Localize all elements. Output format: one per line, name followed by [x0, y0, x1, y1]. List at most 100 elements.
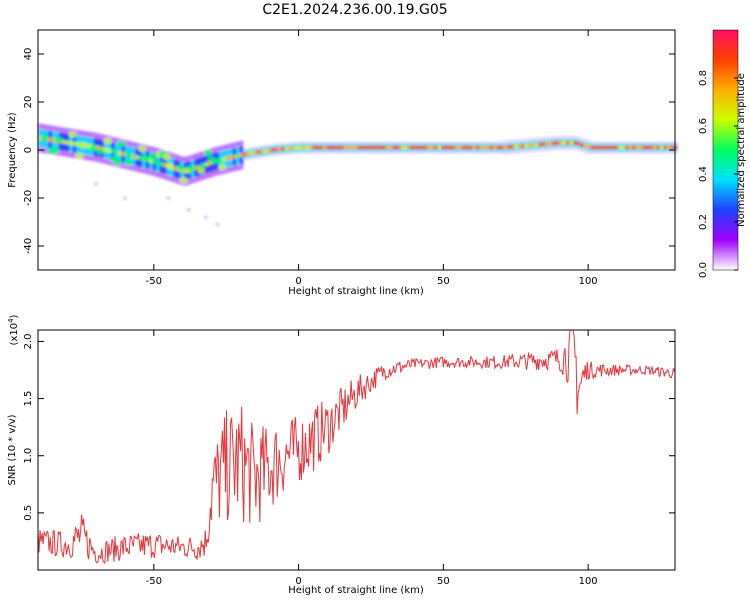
y-tick-label: -20	[23, 190, 34, 206]
heat-cell-core	[461, 145, 466, 150]
heat-cell-core	[222, 157, 227, 162]
heat-cell-core	[604, 145, 609, 150]
heat-cell-core	[562, 140, 567, 145]
heat-cell-core	[194, 165, 199, 170]
heat-cell-core	[423, 145, 428, 150]
heat-cell-core	[430, 145, 435, 150]
heat-cell-core	[416, 145, 421, 150]
heat-cell-core	[566, 140, 571, 145]
heat-cell-core	[587, 145, 591, 150]
heat-blob	[218, 163, 227, 170]
spectrogram-xlabel: Height of straight line (km)	[288, 286, 424, 297]
heat-cell-core	[128, 153, 133, 158]
heat-blob	[124, 159, 133, 166]
heat-cell-core	[548, 141, 553, 146]
heat-cell-core	[65, 140, 70, 145]
heat-cell-core	[628, 145, 633, 150]
heat-cell-core	[555, 141, 560, 145]
heat-cell-core	[486, 145, 491, 150]
heat-cell-core	[284, 146, 289, 151]
heat-cell-core	[573, 140, 578, 145]
heat-cell-core	[576, 141, 581, 146]
heat-blob	[113, 158, 122, 165]
heat-speckle	[187, 208, 191, 212]
heat-cell-core	[249, 151, 254, 156]
heat-cell-core	[618, 145, 623, 150]
heat-cell-core	[510, 144, 515, 149]
heat-cell-core	[159, 162, 164, 166]
heat-cell-core	[649, 145, 654, 150]
heat-cell-core	[329, 145, 334, 150]
heat-cell-core	[590, 145, 595, 150]
heat-speckle	[166, 196, 170, 200]
heat-cell-core	[378, 145, 383, 150]
heat-cell-core	[368, 145, 373, 150]
heat-blob	[179, 177, 188, 183]
snr-ylabel: SNR (10 * v/v)	[7, 414, 18, 485]
heat-cell-core	[448, 145, 452, 150]
heat-cell-core	[441, 145, 445, 150]
heat-blob	[176, 164, 185, 171]
heat-speckle	[215, 222, 220, 226]
heat-cell-core	[625, 145, 630, 150]
heat-cell-core	[48, 137, 53, 142]
heat-cell-core	[468, 145, 473, 150]
heat-cell-core	[350, 145, 355, 150]
heat-cell-core	[632, 145, 637, 150]
heat-cell-core	[479, 145, 484, 150]
heat-cell-core	[534, 142, 539, 147]
heat-cell-core	[107, 148, 112, 153]
heat-cell-core	[225, 156, 230, 161]
colorbar-label: Normalized spectral amplitude	[736, 73, 747, 227]
heat-cell-core	[243, 152, 247, 157]
heat-cell-core	[138, 156, 143, 161]
snr-yscale-close: )	[9, 314, 20, 318]
heat-blob	[141, 155, 150, 162]
y-tick-label: 1.5	[23, 391, 34, 407]
heat-cell-core	[156, 160, 161, 165]
heat-cell-core	[180, 168, 185, 173]
snr-xlabel: Height of straight line (km)	[288, 585, 424, 596]
heat-cell-core	[670, 145, 675, 150]
snr-panel: -50 0 50 100 0.5 1.0 1.5 2.0 Height of straight…	[7, 314, 676, 596]
heat-cell-core	[454, 145, 459, 150]
heat-cell-core	[673, 145, 678, 150]
heat-cell-core	[117, 151, 122, 155]
heat-cell-core	[86, 144, 91, 148]
heat-blob	[204, 150, 213, 157]
snr-plot-area	[38, 330, 675, 570]
heat-cell-core	[204, 162, 209, 167]
y-tick-label: 0	[23, 147, 34, 153]
heat-blob	[186, 165, 195, 172]
heat-cell-core	[521, 144, 525, 148]
heat-cell-core	[531, 143, 536, 147]
heat-cell-core	[97, 146, 102, 150]
heat-cell-core	[482, 145, 487, 150]
heat-cell-core	[305, 145, 310, 150]
heat-cell-core	[236, 154, 240, 158]
heat-cell-core	[354, 145, 359, 150]
heat-cell-core	[215, 159, 220, 163]
heat-cell-core	[607, 145, 612, 150]
spectrogram-panel: -50 0 50 100 -40 -20 0 20 40 Height of straight …	[7, 29, 678, 297]
y-tick-label: 2.0	[23, 333, 34, 349]
heat-cell-core	[507, 145, 512, 149]
heat-cell-core	[600, 145, 605, 150]
heat-cell-core	[291, 146, 296, 151]
heat-cell-core	[552, 141, 557, 146]
heat-cell-core	[357, 145, 362, 150]
heat-blob	[75, 152, 84, 159]
heat-cell-core	[527, 143, 532, 148]
snr-ticks: -50 0 50 100 0.5 1.0 1.5 2.0	[23, 330, 675, 587]
heat-cell-core	[38, 136, 42, 140]
heat-cell-core	[62, 140, 67, 144]
heat-cell-core	[593, 145, 598, 150]
y-tick-label: 0.5	[23, 505, 34, 521]
heat-cell-core	[333, 145, 338, 150]
heat-cell-core	[666, 145, 671, 150]
heat-blob	[197, 167, 206, 174]
heat-cell-core	[253, 150, 258, 155]
heat-cell-core	[399, 145, 404, 150]
heat-cell-core	[124, 152, 129, 157]
